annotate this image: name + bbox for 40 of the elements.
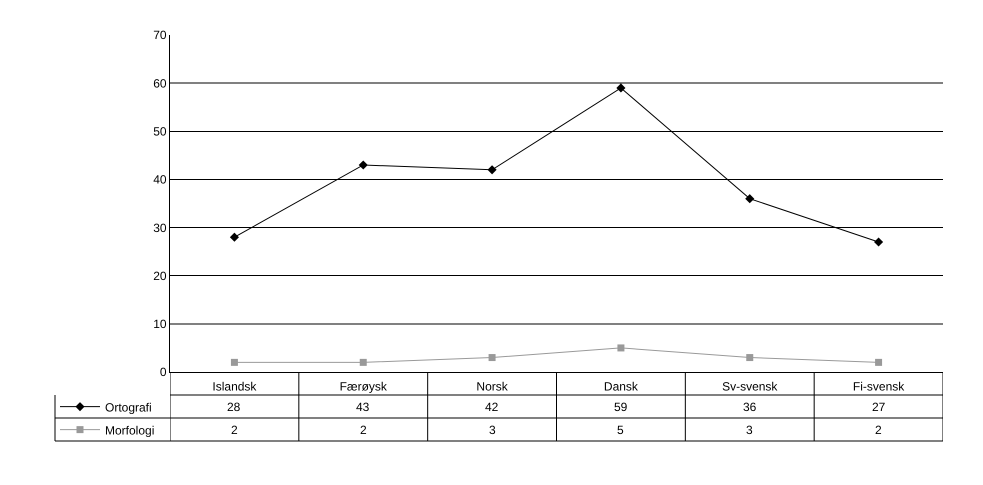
point <box>875 358 882 366</box>
data-label: 59 <box>614 400 628 414</box>
y-tick-label: 50 <box>153 124 167 138</box>
legend-label: Morfologi <box>105 423 154 438</box>
point <box>230 358 238 366</box>
point <box>616 83 626 93</box>
legend-label: Ortografi <box>105 400 152 414</box>
data-label: 36 <box>743 400 757 414</box>
data-label: 3 <box>489 423 496 437</box>
point <box>488 354 496 362</box>
y-tick-label: 60 <box>153 76 167 90</box>
point <box>745 194 754 204</box>
point <box>360 358 367 366</box>
x-tick-label: Sv-svensk <box>722 379 778 394</box>
y-tick-label: 10 <box>153 317 167 332</box>
data-label: 2 <box>360 423 367 437</box>
x-tick-label: Norsk <box>476 379 509 394</box>
point <box>617 344 624 352</box>
data-label: 27 <box>872 400 886 414</box>
data-label: 42 <box>485 400 499 414</box>
x-tick-label: Dansk <box>604 379 639 394</box>
x-tick-label: Fi-svensk <box>852 379 906 394</box>
point <box>358 160 368 170</box>
y-tick-label: 40 <box>153 172 167 187</box>
y-tick-label: 70 <box>153 28 167 42</box>
data-label: 28 <box>227 400 241 414</box>
point <box>488 165 497 174</box>
y-tick-label: 20 <box>153 268 167 283</box>
x-tick-label: Færøysk <box>340 379 388 394</box>
x-tick-label: Islandsk <box>212 379 258 394</box>
data-label: 43 <box>356 400 370 414</box>
data-label: 2 <box>875 423 882 437</box>
point <box>746 354 754 362</box>
data-label: 3 <box>746 423 753 437</box>
point <box>874 237 884 247</box>
data-label: 2 <box>231 423 238 437</box>
point <box>230 232 239 242</box>
y-tick-label: 0 <box>160 365 167 380</box>
y-tick-label: 30 <box>153 220 167 235</box>
data-label: 5 <box>617 423 624 437</box>
